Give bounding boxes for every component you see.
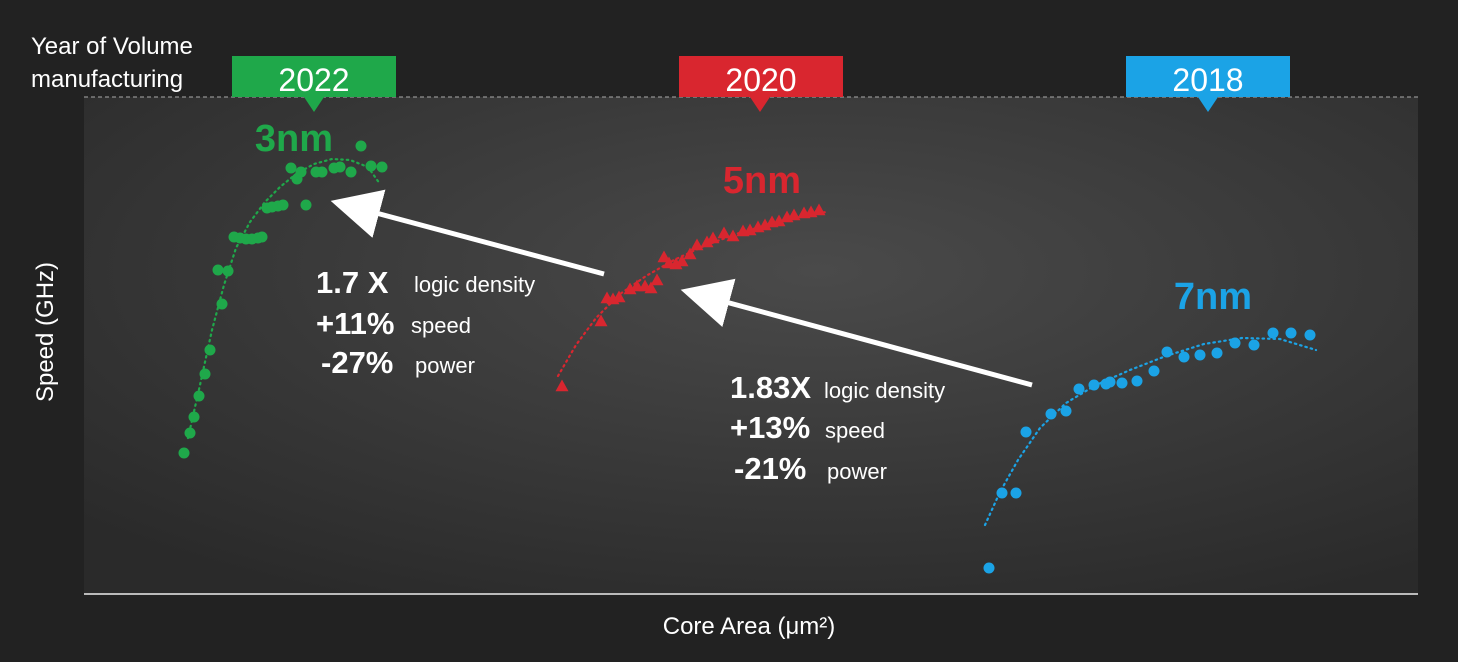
- data-point-5nm-10: [657, 250, 671, 263]
- annotation-1-label-speed: speed: [411, 313, 471, 338]
- data-point-7nm-19: [1267, 327, 1279, 339]
- data-point-5nm-25: [772, 214, 786, 227]
- year-label-2020: 2020: [725, 62, 796, 98]
- annotation-5nm-vs-7nm: 1.83X logic density +13% speed -21% powe…: [730, 370, 945, 486]
- data-point-3nm-29: [365, 160, 377, 172]
- data-point-7nm-0: [983, 562, 995, 574]
- annotation-2-label-power: power: [827, 459, 887, 484]
- data-point-5nm-30: [812, 203, 826, 216]
- data-point-3nm-22: [295, 166, 307, 178]
- data-point-7nm-9: [1104, 376, 1116, 388]
- data-point-3nm-4: [199, 368, 211, 380]
- data-point-5nm-13: [675, 254, 689, 267]
- series-label-7nm: 7nm: [1174, 276, 1252, 318]
- data-point-5nm-27: [787, 208, 801, 221]
- annotation-2-label-speed: speed: [825, 418, 885, 443]
- series-label-3nm: 3nm: [255, 118, 333, 160]
- annotation-3nm-vs-5nm: 1.7 X logic density +11% speed -27% powe…: [316, 265, 535, 380]
- annotation-1-value-density: 1.7 X: [316, 265, 389, 300]
- data-point-3nm-8: [222, 265, 234, 277]
- annotation-1-value-speed: +11%: [316, 306, 394, 341]
- data-point-3nm-2: [188, 411, 200, 423]
- data-point-5nm-1: [594, 314, 608, 327]
- data-point-3nm-3: [193, 390, 205, 402]
- x-axis-label: Core Area (μm²): [663, 613, 836, 640]
- year-tag-2020: 2020: [679, 56, 843, 112]
- arrow-5nm-to-3nm: [330, 189, 605, 277]
- annotation-1-label-power: power: [415, 353, 475, 378]
- data-point-7nm-14: [1178, 351, 1190, 363]
- data-point-3nm-19: [300, 199, 312, 211]
- data-point-3nm-0: [178, 447, 190, 459]
- data-point-3nm-7: [212, 264, 224, 276]
- data-point-5nm-19: [726, 229, 740, 242]
- data-point-3nm-6: [216, 298, 228, 310]
- data-point-3nm-5: [204, 344, 216, 356]
- data-point-3nm-30: [376, 161, 388, 173]
- data-point-3nm-1: [184, 427, 196, 439]
- year-tag-2018: 2018: [1126, 56, 1290, 112]
- data-point-5nm-14: [683, 247, 697, 260]
- arrow-7nm-to-5nm: [680, 278, 1033, 388]
- data-point-3nm-28: [355, 140, 367, 152]
- data-point-3nm-20: [285, 162, 297, 174]
- data-point-5nm-8: [644, 281, 658, 294]
- data-point-5nm-18: [717, 226, 731, 239]
- annotation-2-value-speed: +13%: [730, 410, 810, 445]
- data-point-7nm-7: [1088, 379, 1100, 391]
- data-point-7nm-5: [1060, 405, 1072, 417]
- header-label-line2: manufacturing: [31, 66, 183, 93]
- data-point-7nm-2: [1010, 487, 1022, 499]
- data-point-5nm-4: [612, 290, 626, 303]
- data-point-3nm-14: [256, 231, 268, 243]
- data-point-3nm-27: [345, 166, 357, 178]
- data-point-7nm-16: [1211, 347, 1223, 359]
- year-tag-2022: 2022: [232, 56, 396, 112]
- data-point-5nm-9: [650, 273, 664, 286]
- data-point-7nm-6: [1073, 383, 1085, 395]
- data-point-7nm-1: [996, 487, 1008, 499]
- data-point-5nm-0: [555, 379, 569, 392]
- annotation-1-label-density: logic density: [414, 272, 535, 297]
- data-point-7nm-10: [1116, 377, 1128, 389]
- data-points: [178, 140, 1316, 574]
- annotation-2-value-density: 1.83X: [730, 370, 811, 405]
- data-point-7nm-4: [1045, 408, 1057, 420]
- data-point-7nm-18: [1248, 339, 1260, 351]
- data-point-5nm-12: [669, 257, 683, 270]
- data-point-7nm-20: [1285, 327, 1297, 339]
- data-point-7nm-12: [1148, 365, 1160, 377]
- data-point-5nm-16: [700, 235, 714, 248]
- data-point-5nm-15: [690, 238, 704, 251]
- data-point-7nm-11: [1131, 375, 1143, 387]
- series-label-5nm: 5nm: [723, 160, 801, 202]
- annotation-2-value-power: -21%: [734, 451, 806, 486]
- header-label-line1: Year of Volume: [31, 33, 193, 60]
- data-point-7nm-17: [1229, 337, 1241, 349]
- data-point-7nm-21: [1304, 329, 1316, 341]
- annotation-1-value-power: -27%: [321, 345, 393, 380]
- trend-line-3nm: [186, 157, 382, 440]
- year-label-2018: 2018: [1172, 62, 1243, 98]
- data-point-3nm-18: [277, 199, 289, 211]
- plot-panel: [84, 97, 1418, 594]
- data-point-3nm-26: [334, 161, 346, 173]
- data-point-5nm-21: [743, 223, 757, 236]
- data-point-7nm-3: [1020, 426, 1032, 438]
- y-axis-label: Speed (GHz): [32, 262, 59, 402]
- annotation-2-label-density: logic density: [824, 378, 945, 403]
- data-point-7nm-13: [1161, 346, 1173, 358]
- trend-line-7nm: [983, 336, 1318, 527]
- data-point-3nm-24: [316, 166, 328, 178]
- data-point-7nm-15: [1194, 349, 1206, 361]
- data-point-5nm-5: [623, 282, 637, 295]
- data-point-5nm-23: [758, 218, 772, 231]
- year-label-2022: 2022: [278, 62, 349, 98]
- data-point-5nm-17: [706, 231, 720, 244]
